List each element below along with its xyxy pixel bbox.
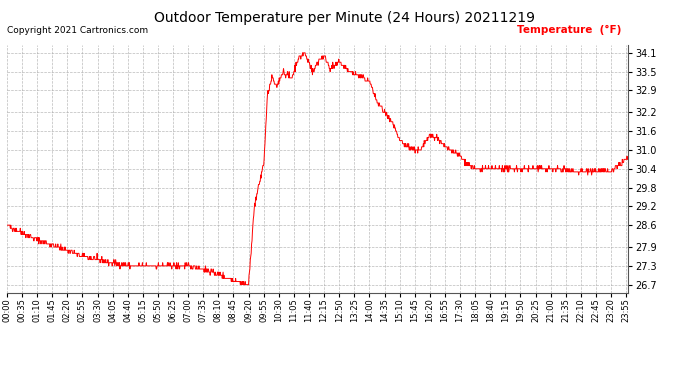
Text: Outdoor Temperature per Minute (24 Hours) 20211219: Outdoor Temperature per Minute (24 Hours… (155, 11, 535, 25)
Text: Temperature  (°F): Temperature (°F) (518, 25, 622, 35)
Text: Copyright 2021 Cartronics.com: Copyright 2021 Cartronics.com (7, 26, 148, 35)
